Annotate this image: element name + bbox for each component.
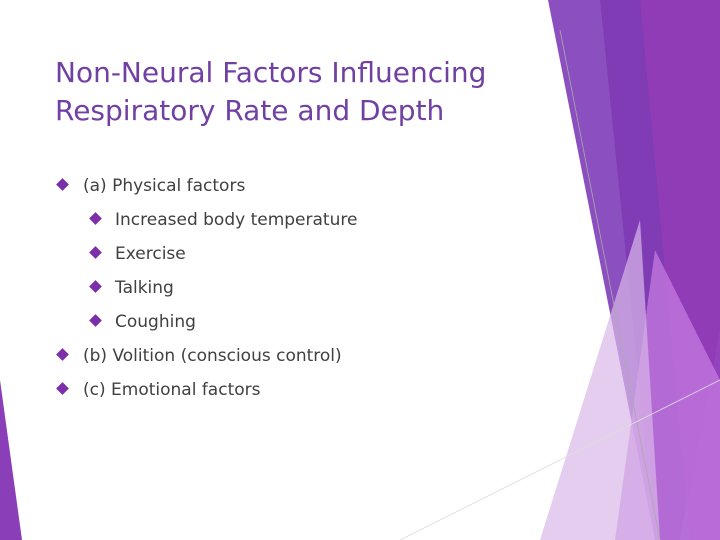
bullet-text: (a) Physical factors — [83, 176, 246, 196]
bullet-item: Talking — [54, 274, 357, 308]
bullet-text: Talking — [115, 278, 174, 298]
corner-triangle — [0, 380, 22, 540]
side-triangle — [540, 220, 660, 540]
bullet-text: Increased body temperature — [115, 210, 358, 230]
bullet-item: (c) Emotional factors — [54, 376, 357, 410]
bullet-marker — [56, 348, 69, 361]
bullet-marker — [89, 212, 102, 225]
bullet-marker — [56, 382, 69, 395]
bullet-list: (a) Physical factors Increased body tempe… — [54, 172, 357, 410]
bullet-item: (a) Physical factors — [54, 172, 357, 206]
bullet-text: (b) Volition (conscious control) — [83, 346, 342, 366]
thin-line — [399, 379, 720, 540]
title-line: Respiratory Rate and Depth — [55, 94, 445, 127]
bullet-marker — [56, 178, 69, 191]
bullet-item: (b) Volition (conscious control) — [54, 342, 357, 376]
bullet-text: Coughing — [115, 312, 196, 332]
bullet-marker — [89, 246, 102, 259]
bullet-marker — [89, 280, 102, 293]
bullet-item: Coughing — [54, 308, 357, 342]
bullet-marker — [89, 314, 102, 327]
bullet-text: (c) Emotional factors — [83, 380, 261, 400]
bullet-item: Increased body temperature — [54, 206, 357, 240]
bullet-text: Exercise — [115, 244, 186, 264]
slide-title: Non-Neural Factors Influencing Respirator… — [55, 54, 486, 130]
bullet-item: Exercise — [54, 240, 357, 274]
thin-line — [559, 29, 661, 540]
title-line: Non-Neural Factors Influencing — [55, 56, 487, 89]
